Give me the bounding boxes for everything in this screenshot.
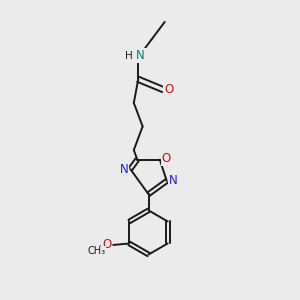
Text: O: O xyxy=(162,152,171,165)
Text: H: H xyxy=(125,51,133,62)
Text: O: O xyxy=(164,83,173,96)
Text: CH₃: CH₃ xyxy=(87,246,105,256)
Text: O: O xyxy=(102,238,111,251)
Text: methoxy: methoxy xyxy=(92,251,99,252)
Text: N: N xyxy=(119,163,128,176)
Text: N: N xyxy=(136,49,145,62)
Text: N: N xyxy=(169,174,178,188)
